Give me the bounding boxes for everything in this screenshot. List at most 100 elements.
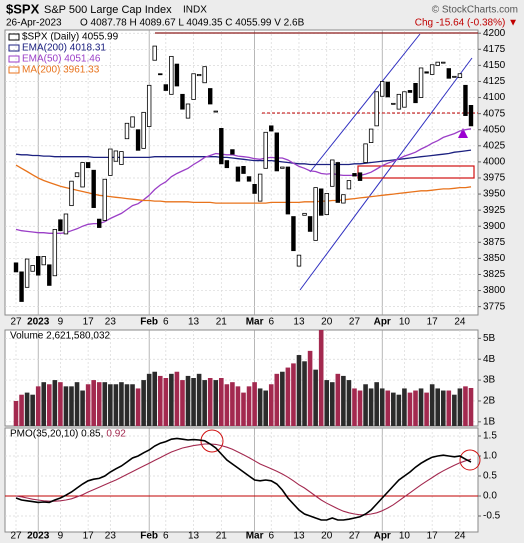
candle xyxy=(307,216,313,232)
x-tick-label: 27 xyxy=(349,531,361,542)
candle xyxy=(230,149,235,155)
chart-title: S&P 500 Large Cap Index xyxy=(44,4,172,16)
y-tick-label: 5B xyxy=(483,333,496,344)
candle xyxy=(257,173,263,202)
overlay-line xyxy=(15,128,472,234)
volume-bar xyxy=(429,384,435,426)
y-tick-label: 0.0 xyxy=(483,491,497,502)
candle xyxy=(69,180,74,207)
volume-bar xyxy=(35,386,41,426)
volume-bar xyxy=(302,361,307,426)
volume-bar xyxy=(174,371,180,426)
x-tick-label: Feb xyxy=(140,531,158,542)
volume-bar xyxy=(463,386,468,426)
x-tick-label: 2023 xyxy=(27,317,50,328)
annotations xyxy=(155,32,481,471)
candle xyxy=(41,256,46,266)
candle xyxy=(235,166,241,182)
candle xyxy=(385,81,390,98)
volume-bar xyxy=(191,378,196,426)
candle xyxy=(435,61,440,66)
volume-bar xyxy=(180,380,185,426)
candle xyxy=(130,116,135,128)
volume-bar xyxy=(235,386,241,426)
y-tick-label: 4025 xyxy=(483,140,506,151)
candle xyxy=(280,166,285,169)
volume-bar xyxy=(130,384,135,426)
y-tick-label: 4150 xyxy=(483,60,506,71)
candle xyxy=(363,143,368,163)
volume-bar xyxy=(285,367,291,426)
candle xyxy=(146,84,152,127)
symbol: $SPX xyxy=(6,1,40,16)
x-tick-label: 13 xyxy=(293,531,305,542)
volume-bar xyxy=(213,380,219,426)
volume-bar xyxy=(341,375,346,426)
volume-bar xyxy=(230,382,235,426)
x-tick-label: 24 xyxy=(454,317,466,328)
legend-label: EMA(50) 4051.46 xyxy=(22,54,101,65)
candle xyxy=(208,88,213,105)
candle xyxy=(141,111,146,149)
candle xyxy=(152,45,157,61)
volume-bar xyxy=(157,375,163,426)
x-tick-label: 17 xyxy=(427,531,439,542)
volume-bar xyxy=(368,388,374,426)
y-tick-label: 4175 xyxy=(483,44,506,55)
candle xyxy=(441,61,446,64)
volume-bar xyxy=(446,390,452,426)
volume-bar xyxy=(268,384,274,426)
candle xyxy=(202,66,207,84)
volume-bar xyxy=(413,390,418,426)
candle xyxy=(74,172,80,178)
x-tick-label: 23 xyxy=(105,317,117,328)
candle xyxy=(47,264,52,286)
candle xyxy=(124,122,130,140)
channel-upper xyxy=(309,33,421,173)
candle xyxy=(185,103,191,119)
candle xyxy=(263,131,268,169)
candle xyxy=(30,265,35,272)
legend-label: PMO(35,20,10) 0.85, xyxy=(10,429,103,440)
candle xyxy=(158,73,163,76)
candle xyxy=(113,150,119,162)
volume-bar xyxy=(135,388,141,426)
candle xyxy=(19,271,24,302)
change: Chg -15.64 (-0.38%) ▼ xyxy=(415,18,518,29)
candle xyxy=(402,91,407,108)
candle xyxy=(163,84,169,91)
x-tick-label: Mar xyxy=(246,531,264,542)
volume-bar xyxy=(335,373,341,426)
y-tick-label: 3950 xyxy=(483,189,506,200)
x-tick-label: 10 xyxy=(399,317,411,328)
y-tick-label: 4000 xyxy=(483,157,506,168)
candle xyxy=(285,166,291,215)
y-tick-label: 1B xyxy=(483,416,496,427)
candle xyxy=(196,73,202,77)
x-tick-label: 24 xyxy=(454,531,466,542)
candle xyxy=(219,128,224,165)
candle xyxy=(468,105,474,127)
candle xyxy=(108,148,113,176)
volume-bar xyxy=(346,380,352,426)
x-tick-label: 20 xyxy=(321,317,333,328)
candle xyxy=(341,194,346,204)
volume-bar xyxy=(418,388,424,426)
x-tick-label: 6 xyxy=(268,531,274,542)
volume-bar xyxy=(202,380,207,426)
candle xyxy=(318,188,324,216)
volume-bar xyxy=(219,378,224,426)
volume-bar xyxy=(185,375,191,426)
candle xyxy=(91,169,96,208)
volume-bar xyxy=(440,390,446,426)
y-tick-label: 4200 xyxy=(483,28,506,39)
volume-bar xyxy=(46,384,52,426)
support-zone xyxy=(357,165,475,179)
candle xyxy=(391,102,396,105)
volume-bar xyxy=(391,392,396,426)
candle xyxy=(368,128,374,143)
volume-bar xyxy=(452,394,457,426)
candle xyxy=(324,193,329,216)
candle xyxy=(35,256,41,276)
candle xyxy=(374,91,379,127)
